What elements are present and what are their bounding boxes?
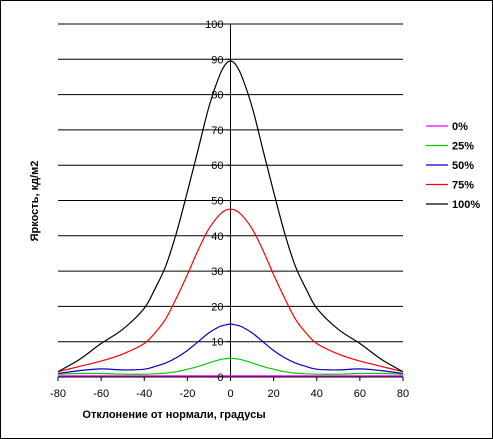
x-tick-label: -20: [179, 388, 195, 400]
y-tick-label: 50: [211, 196, 223, 208]
x-axis-title: Отклонение от нормали, градусы: [82, 409, 265, 421]
series-line-50pct: [57, 323, 404, 375]
y-tick-label: 20: [211, 301, 223, 313]
tick-labels: -80 -60 -40 -20 0 20 40 60 80 0 10 20 30 40 50 60 70 80 90…: [50, 19, 409, 400]
legend-label-25pct: 25%: [452, 141, 474, 153]
legend-label-75pct: 75%: [452, 180, 474, 192]
y-tick-label: 0: [217, 372, 223, 384]
x-tick-label: 0: [227, 388, 233, 400]
y-tick-label: 80: [211, 90, 223, 102]
y-tick-label: 30: [211, 266, 223, 278]
y-tick-label: 70: [211, 125, 223, 137]
x-tick-label: 80: [397, 388, 409, 400]
x-tick-label: 60: [354, 388, 366, 400]
series-line-75pct: [57, 208, 404, 373]
legend-label-50pct: 50%: [452, 160, 474, 172]
x-tick-label: -80: [50, 388, 66, 400]
x-tick-label: -40: [136, 388, 152, 400]
x-tick-label: 40: [311, 388, 323, 400]
y-tick-label: 10: [211, 337, 223, 349]
y-tick-label: 40: [211, 231, 223, 243]
series-lines: [57, 60, 404, 377]
legend: 0% 25% 50% 75% 100%: [426, 121, 480, 211]
x-tick-label: 20: [268, 388, 280, 400]
legend-label-0pct: 0%: [452, 121, 468, 133]
y-tick-label: 90: [211, 54, 223, 66]
axes: [57, 23, 404, 381]
x-tick-label: -60: [93, 388, 109, 400]
series-line-25pct: [57, 357, 404, 375]
y-tick-label: 100: [205, 19, 223, 31]
series-line-100pct: [57, 60, 404, 373]
y-axis-title: Яркость, кд/м2: [29, 161, 41, 242]
legend-label-100pct: 100%: [452, 199, 480, 211]
y-tick-label: 60: [211, 160, 223, 172]
